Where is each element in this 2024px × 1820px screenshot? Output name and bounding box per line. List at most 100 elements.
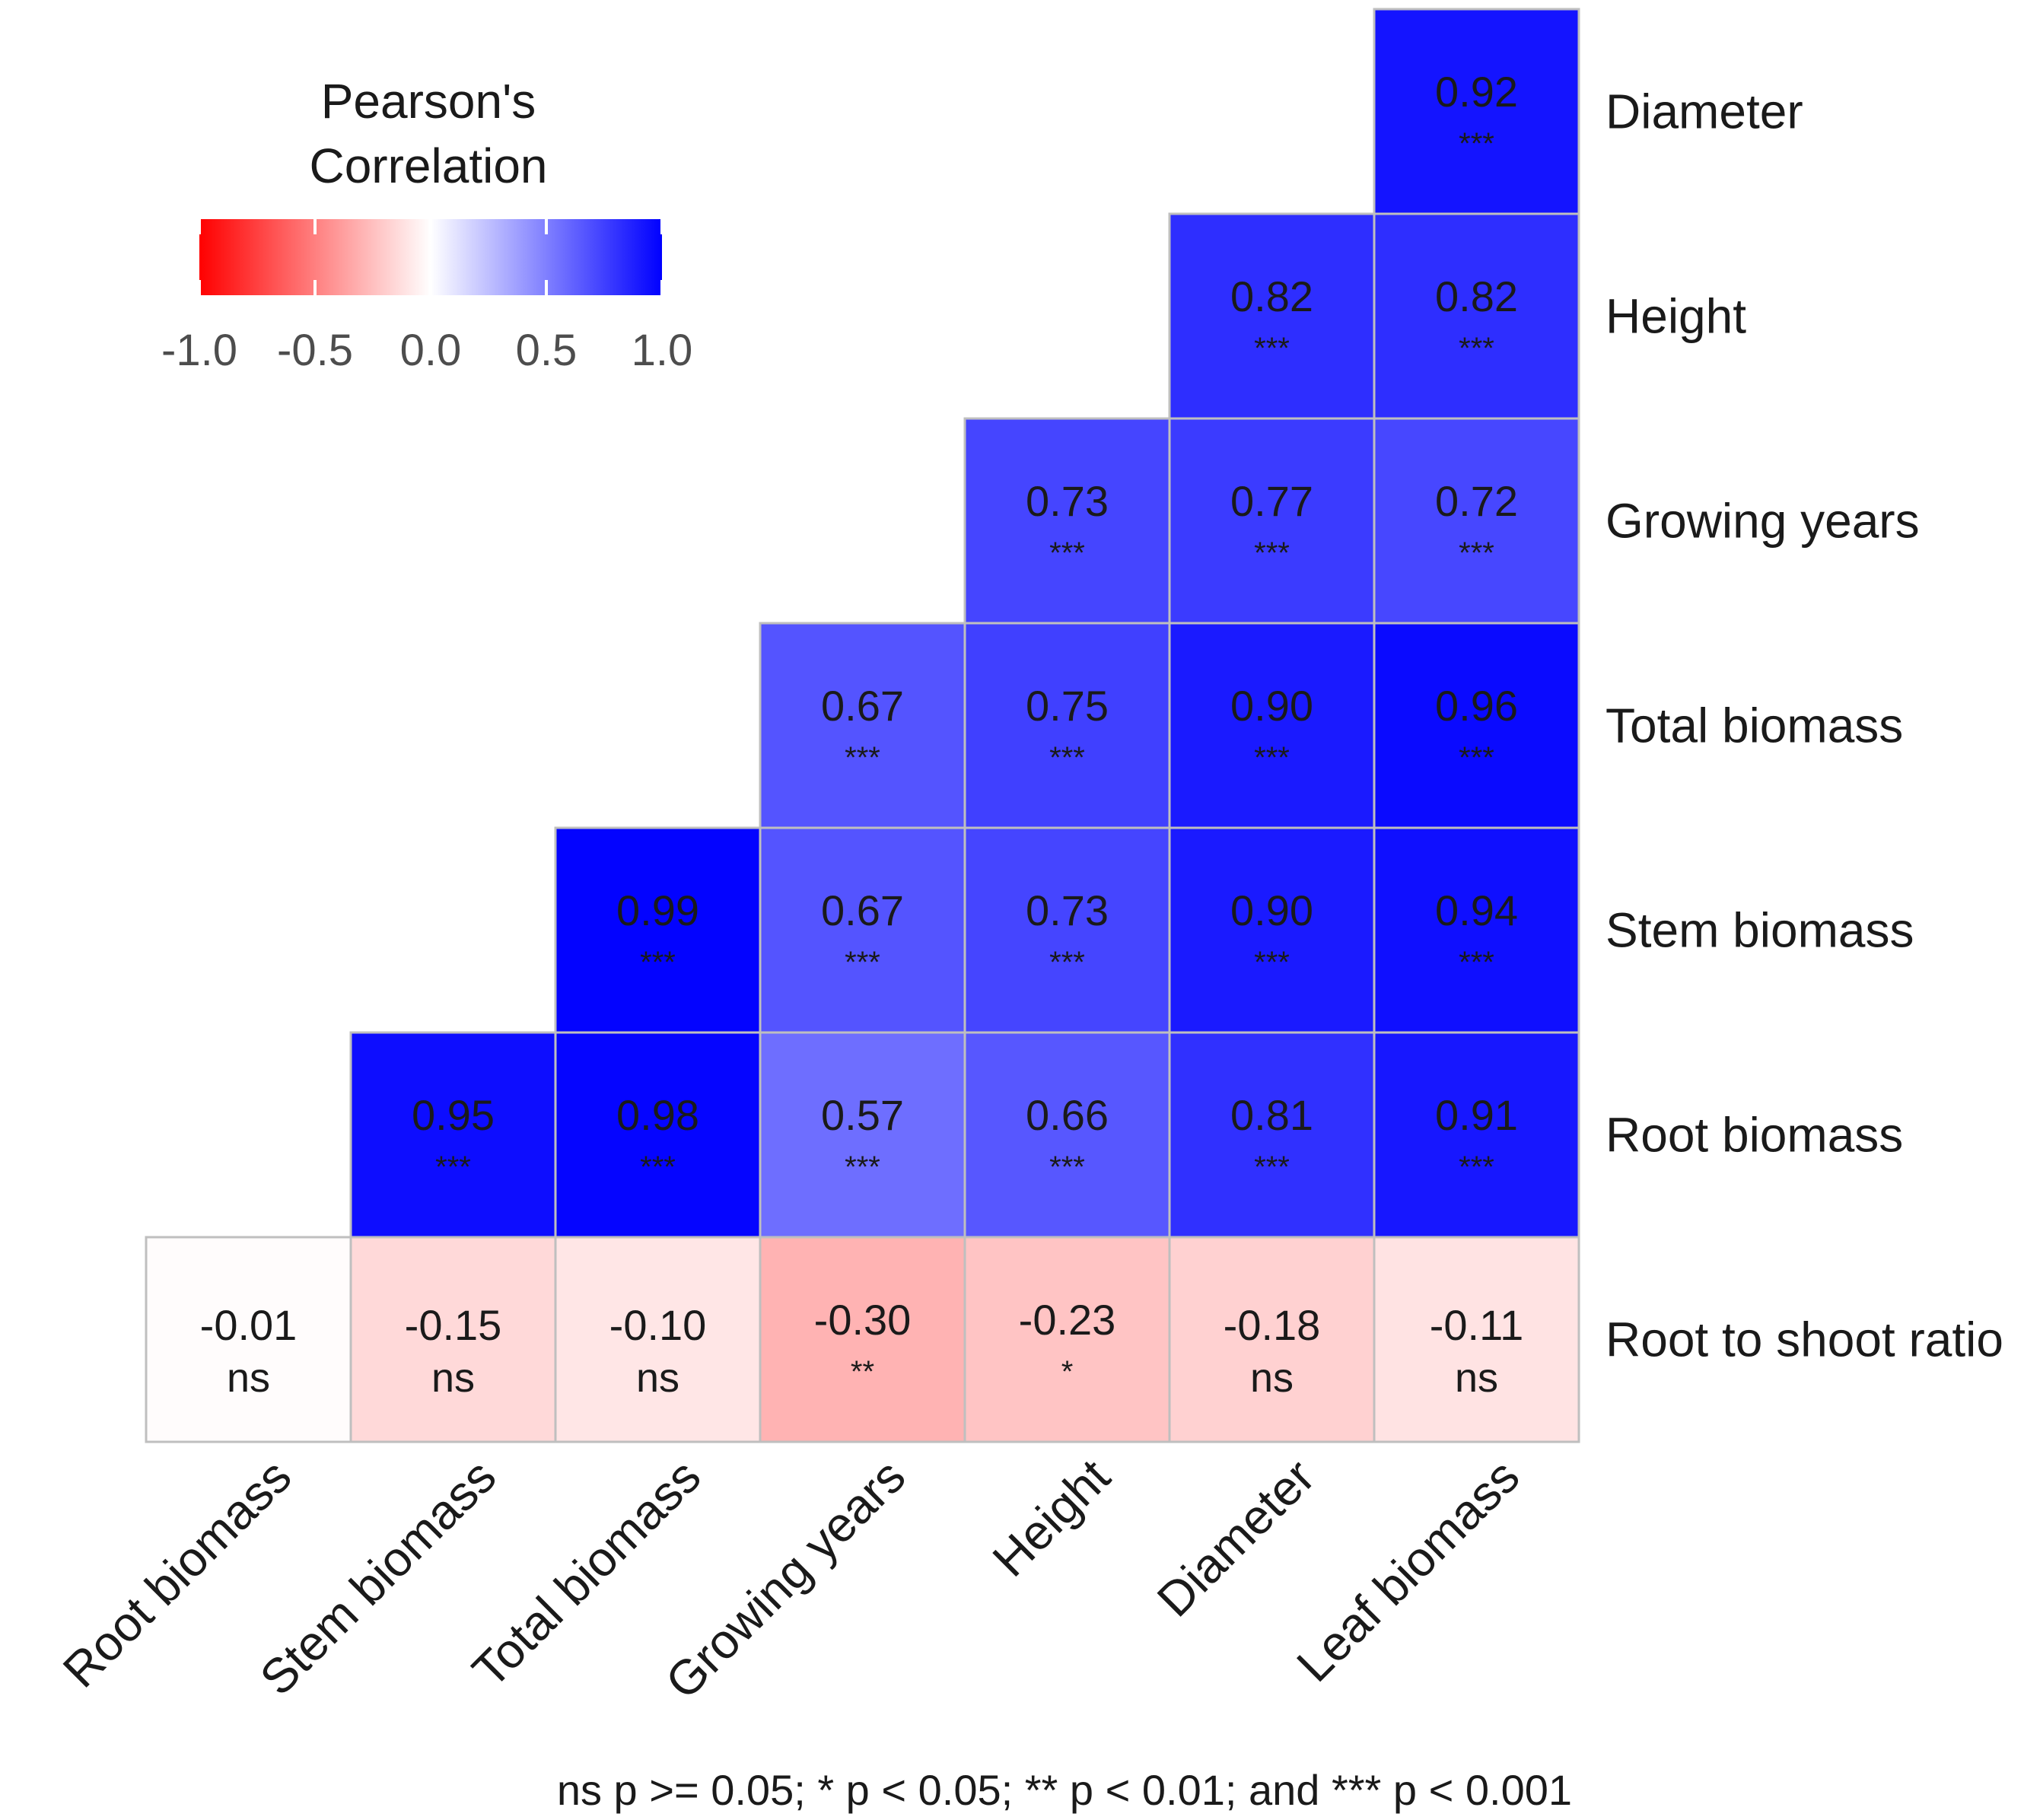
heatmap-cell: 0.67 *** [759,622,966,829]
cell-value-label: 0.98 [616,1091,699,1139]
cell-significance-label: *** [1049,946,1085,979]
heatmap-cell: 0.67 *** [759,826,966,1034]
heatmap-cell-fill [963,1236,1171,1443]
significance-caption: ns p >= 0.05; * p < 0.05; ** p < 0.01; a… [557,1766,1572,1814]
heatmap-cell: 0.90 *** [1168,622,1376,829]
cell-value-label: -0.15 [405,1301,502,1349]
cell-value-label: 0.92 [1435,68,1518,116]
row-labels: Diameter Height Growing years Total biomass… [1606,84,2003,1367]
cell-significance-label: ** [851,1355,874,1389]
heatmap-cell-fill [963,1031,1171,1239]
cell-value-label: 0.72 [1435,477,1518,525]
cell-significance-label: *** [1459,1150,1494,1184]
heatmap-cell: 0.75 *** [963,622,1171,829]
heatmap-cell-fill [1168,1236,1376,1443]
heatmap-cell: 0.72 *** [1373,417,1580,625]
cell-significance-label: *** [1254,946,1290,979]
cell-value-label: 0.75 [1026,682,1109,730]
cell-value-label: -0.10 [609,1301,707,1349]
cell-value-label: 0.90 [1230,682,1313,730]
cell-significance-label: ns [1455,1355,1498,1401]
heatmap-cells: 0.92***0.82***0.82***0.73***0.77***0.72*… [145,8,1580,1443]
cell-significance-label: *** [1459,536,1494,570]
heatmap-cell-fill [145,1236,352,1443]
row-label: Stem biomass [1606,903,1914,958]
heatmap-cell: 0.99 *** [554,826,762,1034]
heatmap-cell: 0.92 *** [1373,8,1580,215]
heatmap-cell-fill [759,1031,966,1239]
cell-significance-label: *** [845,946,880,979]
cell-significance-label: *** [1459,127,1494,161]
heatmap-cell: 0.96 *** [1373,622,1580,829]
heatmap-cell-fill [963,826,1171,1034]
heatmap-cell: 0.77 *** [1168,417,1376,625]
legend: Pearson's Correlation -1.0 -0.5 0.0 0.5 1.0 [161,74,692,375]
heatmap-cell: -0.30 ** [759,1236,966,1443]
cell-value-label: 0.67 [821,886,904,934]
legend-title-line1: Pearson's [321,74,536,129]
row-label: Growing years [1606,494,1920,549]
heatmap-cell: -0.11 ns [1373,1236,1580,1443]
cell-value-label: -0.11 [1430,1301,1523,1349]
heatmap-cell-fill [349,1236,557,1443]
cell-value-label: 0.67 [821,682,904,730]
heatmap-cell-fill [1168,622,1376,829]
cell-significance-label: *** [1049,1150,1085,1184]
cell-value-label: 0.90 [1230,886,1313,934]
heatmap-cell-fill [1168,417,1376,625]
cell-value-label: 0.99 [616,886,699,934]
heatmap-cell: -0.18 ns [1168,1236,1376,1443]
column-label: Diameter [1147,1449,1325,1627]
cell-significance-label: ns [227,1355,270,1401]
cell-value-label: 0.81 [1230,1091,1313,1139]
heatmap-cell-fill [759,826,966,1034]
cell-significance-label: *** [640,1150,676,1184]
cell-significance-label: *** [845,1150,880,1184]
heatmap-cell-fill [554,1236,762,1443]
cell-value-label: -0.01 [200,1301,298,1349]
row-label: Diameter [1606,84,1803,139]
cell-value-label: 0.95 [412,1091,495,1139]
row-label: Total biomass [1606,698,1903,753]
legend-tick-label: -1.0 [161,326,237,375]
legend-tick-label: 1.0 [632,326,693,375]
heatmap-cell-fill [1168,212,1376,420]
heatmap-cell: 0.98 *** [554,1031,762,1239]
cell-value-label: 0.94 [1435,886,1518,934]
cell-value-label: 0.57 [821,1091,904,1139]
heatmap-cell: 0.81 *** [1168,1031,1376,1239]
heatmap-cell-fill [963,622,1171,829]
heatmap-cell-fill [1373,417,1580,625]
heatmap-cell: 0.82 *** [1168,212,1376,420]
cell-significance-label: *** [1459,946,1494,979]
cell-value-label: -0.30 [814,1296,912,1344]
legend-tick-label: -0.5 [277,326,353,375]
heatmap-cell-fill [1373,8,1580,215]
row-label: Height [1606,289,1746,344]
column-label: Height [982,1449,1121,1587]
legend-tick-label: 0.5 [516,326,578,375]
heatmap-cell: 0.90 *** [1168,826,1376,1034]
heatmap-cell: 0.73 *** [963,826,1171,1034]
cell-significance-label: ns [636,1355,679,1401]
cell-value-label: 0.82 [1435,272,1518,320]
legend-title-line2: Correlation [309,138,547,193]
row-label: Root biomass [1606,1108,1903,1163]
cell-value-label: 0.73 [1026,477,1109,525]
cell-significance-label: *** [1254,536,1290,570]
heatmap-cell: -0.10 ns [554,1236,762,1443]
heatmap-cell: 0.73 *** [963,417,1171,625]
heatmap-cell-fill [1373,212,1580,420]
heatmap-cell: 0.82 *** [1373,212,1580,420]
cell-value-label: 0.96 [1435,682,1518,730]
cell-significance-label: *** [1254,1150,1290,1184]
cell-significance-label: * [1061,1355,1074,1389]
cell-significance-label: *** [435,1150,471,1184]
cell-value-label: 0.66 [1026,1091,1109,1139]
heatmap-cell-fill [1373,622,1580,829]
cell-value-label: 0.73 [1026,886,1109,934]
heatmap-cell: -0.15 ns [349,1236,557,1443]
heatmap-cell: 0.66 *** [963,1031,1171,1239]
